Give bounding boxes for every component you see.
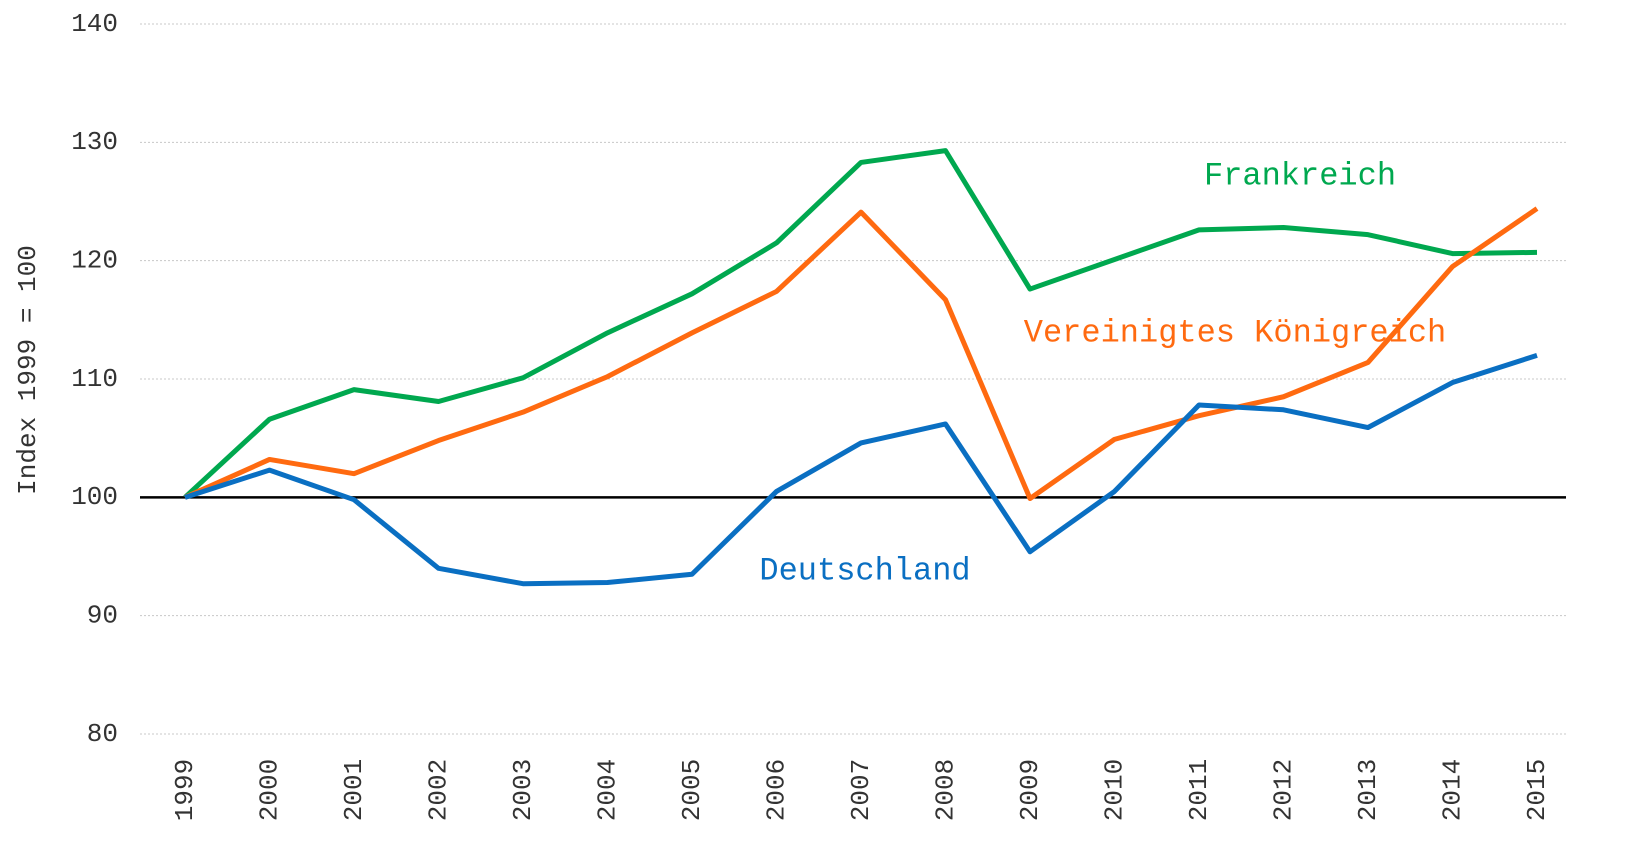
x-tick-label: 2008 — [930, 759, 960, 821]
x-tick-label: 1999 — [170, 759, 200, 821]
y-tick-label: 110 — [71, 364, 118, 394]
x-tick-label: 2000 — [254, 759, 284, 821]
x-tick-label: 2001 — [339, 759, 369, 821]
series-label: Frankreich — [1204, 157, 1396, 194]
x-tick-label: 2010 — [1099, 759, 1129, 821]
series-line — [183, 206, 1539, 502]
x-tick-label: 2005 — [677, 759, 707, 821]
series-line — [183, 148, 1538, 500]
x-tick-label: 2009 — [1015, 759, 1045, 821]
x-tick-label: 2004 — [592, 759, 622, 821]
y-tick-label: 100 — [71, 482, 118, 512]
y-tick-label: 120 — [71, 246, 118, 276]
x-tick-label: 2007 — [846, 759, 876, 821]
y-tick-label: 140 — [71, 9, 118, 39]
x-tick-label: 2015 — [1522, 759, 1552, 821]
x-tick-label: 2011 — [1184, 759, 1214, 821]
y-tick-label: 130 — [71, 127, 118, 157]
x-tick-label: 2013 — [1353, 759, 1383, 821]
series-line — [184, 352, 1538, 587]
y-axis-label: Index 1999 = 100 — [13, 245, 43, 495]
series-label: Deutschland — [759, 552, 970, 589]
x-tick-label: 2014 — [1437, 759, 1467, 821]
y-tick-label: 90 — [87, 601, 118, 631]
x-tick-label: 2012 — [1268, 759, 1298, 821]
x-tick-label: 2003 — [508, 759, 538, 821]
x-tick-label: 2002 — [423, 759, 453, 821]
y-tick-label: 80 — [87, 719, 118, 749]
series-label: Vereinigtes Königreich — [1024, 314, 1446, 351]
x-tick-label: 2006 — [761, 759, 791, 821]
